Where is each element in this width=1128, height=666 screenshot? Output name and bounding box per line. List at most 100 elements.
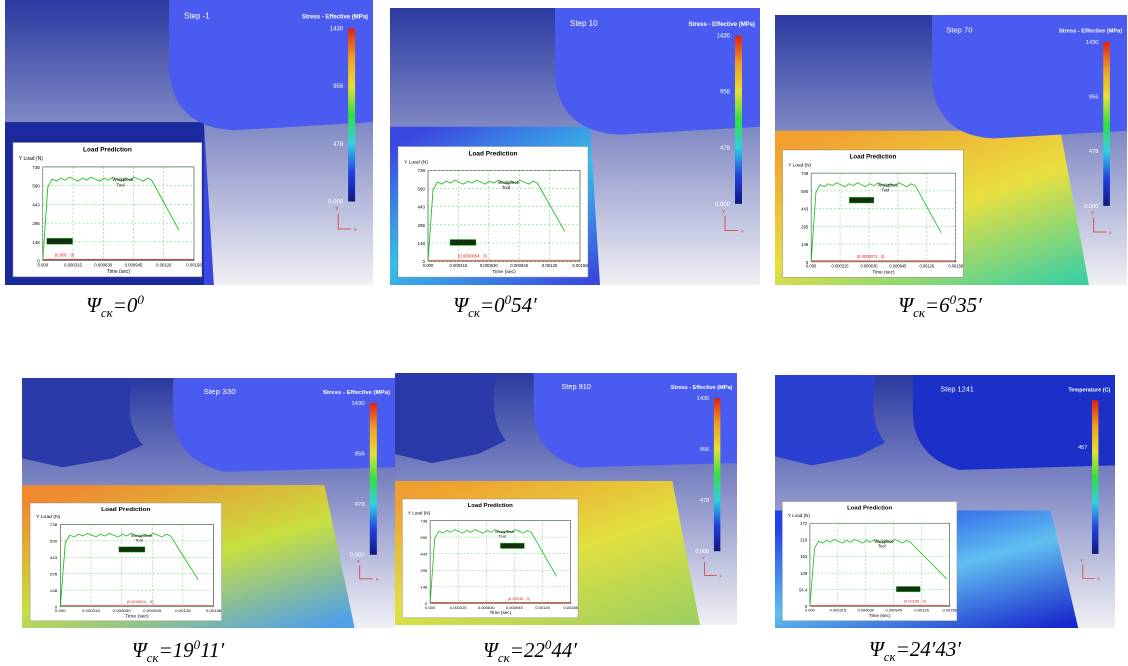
color-legend [348,29,355,202]
legend-tick: 1430 [330,26,344,32]
x-tick: 0.000945 [886,608,903,613]
x-tick: 0.000315 [450,605,467,610]
legend-title: Stress - Effective (MPa) [671,385,733,391]
step-label: Step 910 [561,382,591,391]
caption-subscript: ск [884,649,896,664]
y-tick: 295 [417,223,425,228]
value-box [896,586,920,591]
simulation-view: Step -1Stress - Effective (MPa)143095647… [5,0,373,285]
x-tick: 0.000945 [125,263,143,268]
caption-symbol: Ψ [898,293,913,317]
legend-tick: 956 [720,90,731,96]
color-legend [735,36,742,204]
x-tick: 0.000630 [113,608,132,613]
y-tick: 443 [420,552,428,557]
y-tick: 443 [32,202,40,207]
x-tick: 0.000945 [889,264,907,269]
color-legend [1092,400,1098,554]
y-tick: 590 [420,535,428,540]
y-tick: 54.4 [799,588,808,593]
caption-subscript: ск [498,650,510,665]
y-tick: 738 [50,522,58,527]
caption: Ψск=6035′ [898,292,981,321]
legend-title: Stress - Effective (MPa) [323,390,390,396]
x-axis-label: Time (sec) [869,613,891,618]
caption-symbol: Ψ [132,638,147,662]
step-label: Step 330 [203,388,235,396]
x-axis-label: Time (sec) [125,614,149,620]
y-axis-label: Y Load (N) [788,513,811,518]
series-label: Tool [116,182,124,187]
x-tick: 0.00158 [572,263,588,268]
legend-tick: 478 [700,498,709,504]
caption-text: =19 [158,638,193,662]
y-tick: 295 [50,572,58,577]
x-axis-label: Time (sec) [872,269,895,275]
y-tick: 163 [800,554,808,559]
legend-tick: 0.000 [715,202,731,208]
x-tick: 0.000630 [478,605,495,610]
caption-symbol: Ψ [483,638,498,662]
caption: Ψск=19011′ [132,637,224,666]
x-tick: 0.00126 [919,264,934,269]
caption-symbol: Ψ [86,293,101,317]
legend-tick: 956 [1089,95,1099,101]
x-tick: 0.00158 [186,263,202,268]
legend-tick: 478 [1089,149,1099,155]
series-label: Tool [878,544,886,549]
legend-title: Temperature (C) [1068,387,1110,393]
y-tick: 443 [50,555,58,560]
y-tick: 148 [50,588,58,593]
legend-tick: 956 [700,447,709,453]
x-tick: 0.00158 [948,264,963,269]
value-box [47,238,73,244]
y-tick: 295 [801,224,809,229]
x-tick: 0.000315 [832,264,850,269]
x-tick: 0.000 [805,608,816,613]
series-label: Tool [499,534,507,539]
y-tick: 590 [50,539,58,544]
value-box [450,239,476,245]
x-tick: 0.000630 [94,263,112,268]
x-tick: 0.00158 [563,605,577,610]
legend-tick: 478 [333,142,344,148]
load-prediction: Load PredictionY Load (N)014829544359073… [30,503,222,621]
x-tick: 0.000315 [64,263,82,268]
inset-title: Load Prediction [468,503,514,509]
inset-annotation: (0.00130 , 0) [508,596,531,601]
y-tick: 148 [420,585,428,590]
caption-text: =0 [113,293,138,317]
y-tick: 295 [32,221,40,226]
x-tick: 0.000315 [82,608,101,613]
color-legend [1103,42,1110,206]
x-tick: 0.000630 [858,608,875,613]
y-tick: 109 [800,571,808,576]
legend-tick: 956 [355,452,365,458]
series-label: Tool [882,187,890,192]
color-legend [714,398,720,551]
x-tick: 0.000945 [510,263,529,268]
x-tick: 0.00158 [942,608,956,613]
step-label: Step 1241 [940,384,973,393]
series-label: Tool [502,185,510,190]
legend-title: Stress - Effective (MPa) [302,14,368,20]
caption-subscript: ск [101,305,113,320]
inset-annotation: (0.0000071 , 0) [857,254,885,259]
x-tick: 0.00126 [156,263,172,268]
x-tick: 0.000630 [480,263,499,268]
x-tick: 0.000 [425,605,436,610]
x-tick: 0.000945 [143,608,162,613]
x-tick: 0.000 [37,263,48,268]
legend-tick: 1430 [1086,40,1099,46]
inset-title: Load Prediction [468,150,517,157]
caption: Ψск=22044′ [483,637,577,666]
caption-subscript: ск [468,305,480,320]
x-tick: 0.000 [806,264,817,269]
legend-tick: 0.000 [328,200,344,206]
inset-annotation: (0.0000054 , 0) [458,253,488,258]
x-tick: 0.000630 [860,264,878,269]
y-tick: 295 [420,568,428,573]
caption: Ψск=00 [86,292,144,321]
